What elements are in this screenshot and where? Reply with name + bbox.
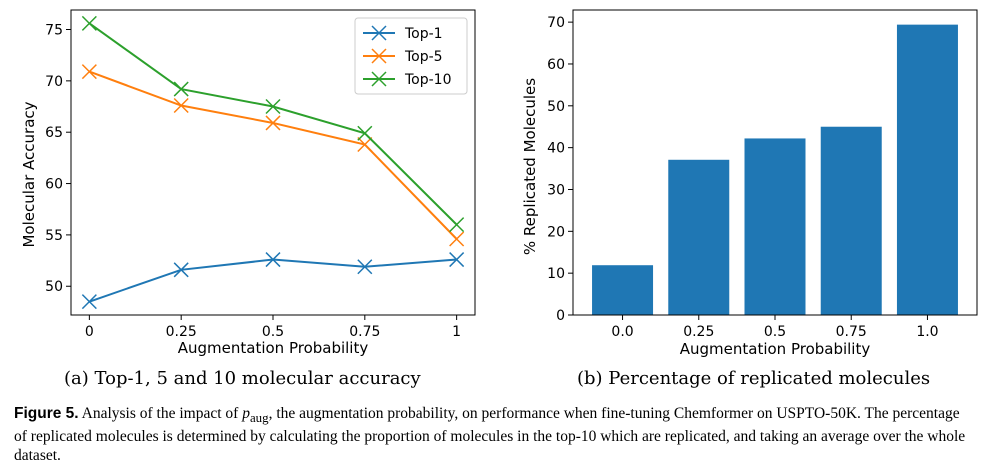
chart-replicated-molecules: 0.0 0.25 0.5 0.75 1.0 0 10 20 30 40 50 60 70 Augmenta… [521,9,978,358]
y-tick-label: 70 [45,74,63,90]
data-point [357,125,373,141]
y-tick-label: 30 [547,182,565,198]
y-tick-label: 75 [45,23,63,39]
y-tick-label: 65 [45,125,63,141]
caption-text-2: , the augmentation probability, on perfo… [14,405,966,465]
figure-caption: Figure 5. Analysis of the impact of paug… [14,404,974,465]
x-axis-label: Augmentation Probability [680,340,871,358]
y-axis-label: % Replicated Molecules [521,78,539,255]
data-point [173,262,189,278]
data-point [173,81,189,97]
y-tick-label: 60 [45,177,63,193]
y-axis-label: Molecular Accuracy [20,101,38,247]
legend-label: Top-10 [404,72,452,88]
data-point [173,97,189,114]
caption-symbol: p [242,405,250,422]
x-tick-label: 0.5 [764,324,786,340]
data-point [265,99,281,115]
legend-label: Top-1 [404,26,443,42]
legend-marker [371,25,387,41]
x-tick-label: 1.0 [916,324,938,340]
data-point [81,64,97,80]
bar [668,159,730,315]
x-tick-label: 0.25 [166,324,197,340]
bar [820,126,882,315]
caption-symbol-sub: aug [249,410,269,426]
x-tick-label: 0.25 [683,324,714,340]
subcaption-b: (b) Percentage of replicated molecules [577,368,931,389]
y-tick-label: 20 [547,224,565,240]
bar [744,138,806,315]
data-point [357,259,373,275]
data-point [449,217,465,233]
data-point [449,252,465,268]
y-tick-label: 55 [45,228,63,244]
x-axis-label: Augmentation Probability [178,339,369,357]
data-point [81,15,97,31]
bar [592,265,654,315]
data-point [265,252,281,268]
plot-frame [572,9,978,316]
legend-marker [371,48,387,64]
series-line [89,258,457,303]
y-tick-label: 0 [556,308,565,324]
y-tick-label: 70 [547,15,565,31]
x-tick-label: 0.75 [349,324,380,340]
y-tick-label: 60 [547,57,565,73]
figure-canvas: 50 55 60 65 70 75 0 0.25 0.5 0.75 1 Augmentation Pr… [20,9,978,358]
x-tick-label: 0.0 [611,324,633,340]
data-point [265,115,281,131]
x-tick-label: 0.75 [836,324,867,340]
data-point [81,294,97,310]
caption-text-1: Analysis of the impact of [78,405,243,422]
caption-label: Figure 5. [14,405,79,422]
data-point [357,136,373,153]
subcaption-a: (a) Top-1, 5 and 10 molecular accuracy [64,368,421,389]
y-tick-label: 40 [547,141,565,157]
data-point [449,231,465,247]
y-tick-label: 10 [547,266,565,282]
legend-label: Top-5 [404,49,443,65]
y-tick-label: 50 [547,99,565,115]
chart-molecular-accuracy: 50 55 60 65 70 75 0 0.25 0.5 0.75 1 Augmentation Pr… [20,9,476,357]
legend-marker [371,71,387,87]
series-line [89,70,458,240]
y-tick-label: 50 [45,279,63,295]
x-tick-label: 0 [85,324,94,340]
bar [896,24,958,316]
x-tick-label: 0.5 [262,324,284,340]
x-tick-label: 1 [452,324,461,340]
